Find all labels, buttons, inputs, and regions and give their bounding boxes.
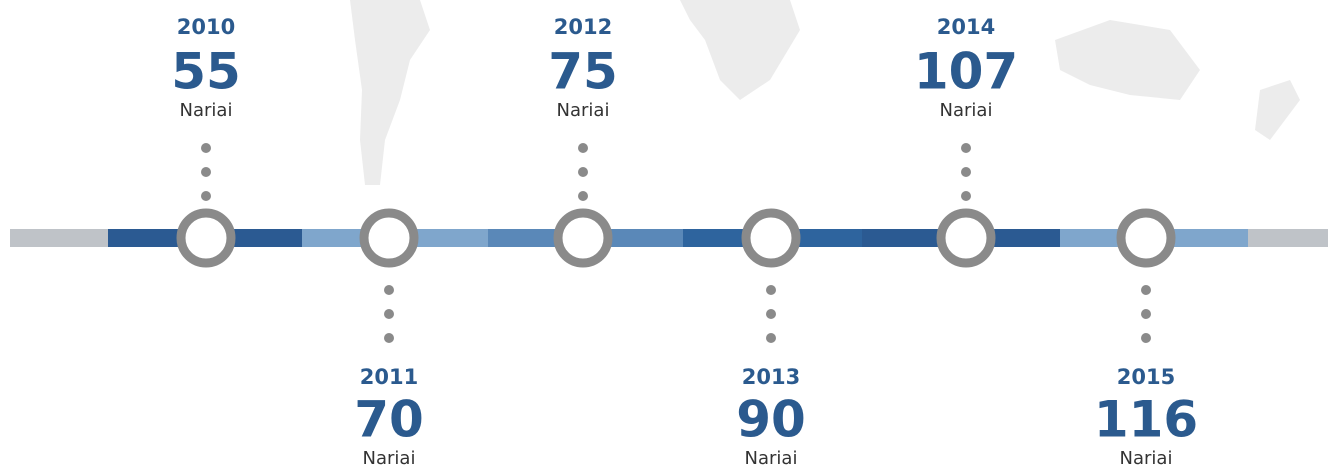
connector-dot [578, 143, 588, 153]
value-label: 90 [736, 391, 806, 449]
unit-label: Nariai [1120, 448, 1173, 468]
connector-dot [1141, 309, 1151, 319]
year-label: 2010 [177, 15, 235, 39]
value-label: 107 [914, 43, 1018, 101]
connector-dot [766, 285, 776, 295]
connector-dot [201, 143, 211, 153]
year-label: 2014 [937, 15, 995, 39]
year-label: 2013 [742, 365, 800, 389]
unit-label: Nariai [180, 100, 233, 121]
value-label: 116 [1094, 391, 1198, 449]
connector-dot [384, 285, 394, 295]
milestone-node [1116, 208, 1176, 268]
year-label: 2012 [554, 15, 612, 39]
unit-label: Nariai [557, 100, 610, 121]
connector-dot [201, 191, 211, 201]
milestone-node [176, 208, 236, 268]
world-map-background [350, 0, 1300, 185]
connector-dot [961, 191, 971, 201]
connector-dot [384, 333, 394, 343]
connector-dot [961, 167, 971, 177]
connector-dot [766, 309, 776, 319]
connector-dot [201, 167, 211, 177]
connector-dot [384, 309, 394, 319]
milestone-node [359, 208, 419, 268]
unit-label: Nariai [745, 448, 798, 468]
year-label: 2015 [1117, 365, 1175, 389]
value-label: 55 [171, 43, 241, 101]
milestone-node [553, 208, 613, 268]
connector-dot [578, 191, 588, 201]
connector-dot [1141, 285, 1151, 295]
milestone-node [936, 208, 996, 268]
value-label: 75 [548, 43, 618, 101]
connector-dot [578, 167, 588, 177]
connector-dot [1141, 333, 1151, 343]
connector-dot [766, 333, 776, 343]
milestone-node [741, 208, 801, 268]
year-label: 2011 [360, 365, 418, 389]
value-label: 70 [354, 391, 424, 449]
unit-label: Nariai [940, 100, 993, 121]
connector-dot [961, 143, 971, 153]
unit-label: Nariai [363, 448, 416, 468]
